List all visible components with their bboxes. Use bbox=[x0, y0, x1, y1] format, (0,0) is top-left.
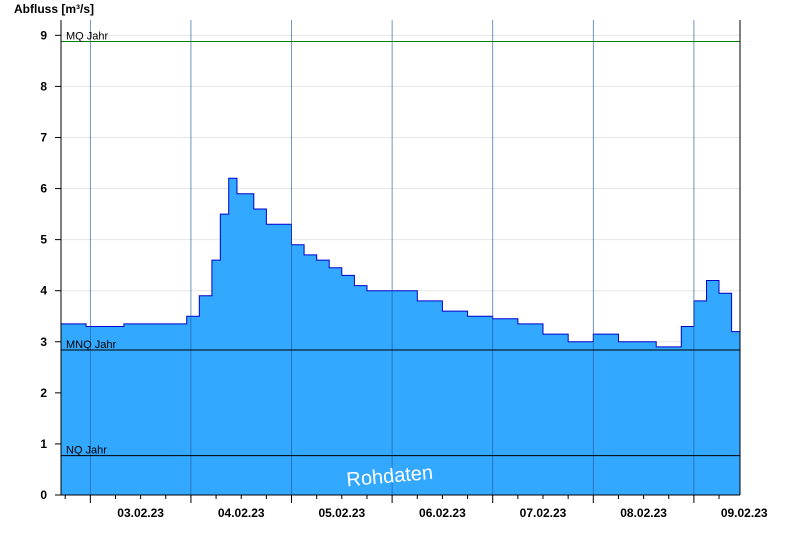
y-tick-label-1: 1 bbox=[40, 437, 47, 451]
y-tick-label-9: 9 bbox=[40, 28, 47, 42]
ref-label-1: MNQ Jahr bbox=[66, 339, 116, 351]
y-tick-label-6: 6 bbox=[40, 182, 47, 196]
axes bbox=[60, 20, 741, 496]
series-line bbox=[61, 177, 741, 348]
x-tick-label-4: 07.02.23 bbox=[520, 506, 567, 520]
y-tick-label-3: 3 bbox=[40, 335, 47, 349]
x-axis-ticks: 03.02.23 04.02.23 05.02.23 06.02.23 07.02.23… bbox=[64, 495, 768, 520]
reference-lines: MQ Jahr MNQ Jahr NQ Jahr bbox=[61, 30, 740, 457]
ref-label-0: MQ Jahr bbox=[66, 30, 109, 42]
series-area bbox=[61, 177, 741, 496]
day-boundary-lines bbox=[89, 20, 695, 495]
y-tick-label-5: 5 bbox=[40, 233, 47, 247]
x-tick-label-6: 09.02.23 bbox=[721, 506, 768, 520]
x-tick-label-5: 08.02.23 bbox=[620, 506, 667, 520]
y-axis-ticks: 0 1 2 3 4 5 6 7 8 9 bbox=[40, 28, 61, 502]
ref-label-2: NQ Jahr bbox=[66, 445, 107, 457]
y-tick-label-7: 7 bbox=[40, 130, 47, 144]
y-tick-label-0: 0 bbox=[40, 488, 47, 502]
x-tick-label-0: 03.02.23 bbox=[117, 506, 164, 520]
x-tick-label-2: 05.02.23 bbox=[318, 506, 365, 520]
y-tick-label-2: 2 bbox=[40, 386, 47, 400]
x-tick-label-3: 06.02.23 bbox=[419, 506, 466, 520]
y-tick-label-4: 4 bbox=[40, 284, 47, 298]
y-axis-label: Abfluss [m³/s] bbox=[14, 2, 94, 16]
x-tick-label-1: 04.02.23 bbox=[218, 506, 265, 520]
series-fill bbox=[61, 178, 740, 496]
y-tick-label-8: 8 bbox=[40, 79, 47, 93]
